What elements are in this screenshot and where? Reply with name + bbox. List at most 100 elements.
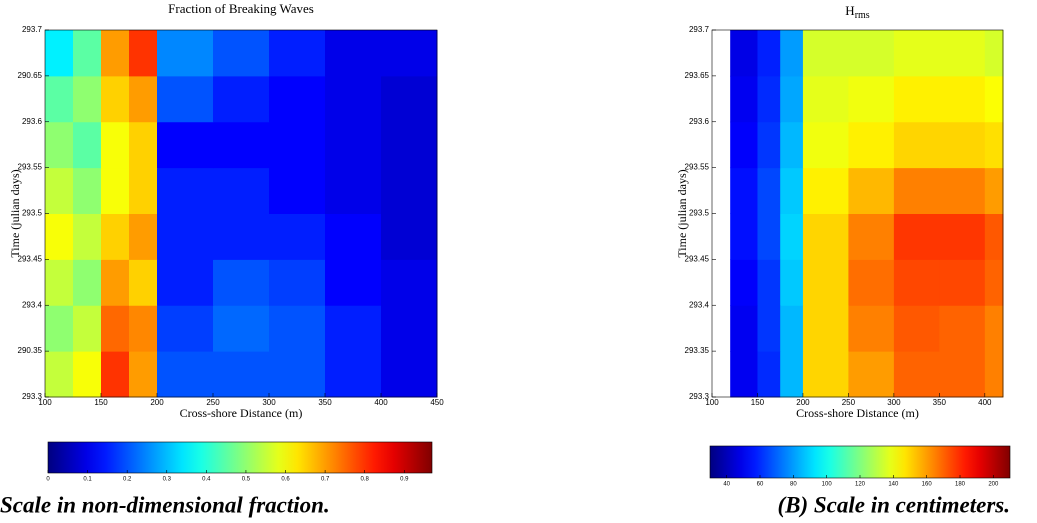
x-axis-label: Cross-shore Distance (m) xyxy=(796,406,919,420)
colorbar xyxy=(47,441,433,474)
heatmap-cell xyxy=(381,305,438,352)
heatmap-cell xyxy=(984,259,1004,306)
x-tick-label: 250 xyxy=(842,398,856,407)
heatmap-cell xyxy=(45,213,74,260)
heatmap-cell xyxy=(939,167,986,214)
heatmap-cell xyxy=(45,167,74,214)
y-tick-label: 293.4 xyxy=(689,300,710,309)
heatmap-cell xyxy=(757,121,781,169)
heatmap-cell xyxy=(73,167,102,214)
y-tick-label: 293.55 xyxy=(18,163,43,172)
heatmap-cell xyxy=(984,30,1004,77)
colorbar-tick-label: 0 xyxy=(46,477,50,483)
heatmap-cell xyxy=(939,305,986,352)
x-tick-label: 200 xyxy=(796,398,810,407)
caption: (B) Scale in centimeters. xyxy=(777,492,1010,517)
heatmap-cell xyxy=(381,75,438,123)
heatmap-cell xyxy=(730,121,758,169)
heatmap-cell xyxy=(45,351,74,398)
heatmap-cell xyxy=(269,213,326,260)
heatmap-cell xyxy=(73,305,102,352)
colorbar-tick-label: 120 xyxy=(855,482,866,488)
heatmap-cell xyxy=(802,121,849,169)
heatmap-cell xyxy=(939,351,986,398)
colorbar xyxy=(709,445,1011,479)
heatmap-cell xyxy=(73,121,102,169)
heatmap-cell xyxy=(269,351,326,398)
heatmap-cell xyxy=(325,75,382,123)
heatmap-cell xyxy=(213,351,270,398)
heatmap-cell xyxy=(45,259,74,306)
heatmap-cell xyxy=(780,259,804,306)
heatmap-cell xyxy=(848,75,895,123)
x-tick-label: 150 xyxy=(751,398,765,407)
heatmap-cell xyxy=(757,351,781,398)
heatmap-cell xyxy=(381,167,438,214)
heatmap-cell xyxy=(939,30,986,77)
heatmap-cell xyxy=(780,75,804,123)
heatmap-cell xyxy=(939,121,986,169)
x-tick-label: 150 xyxy=(94,398,108,407)
heatmap-cell xyxy=(101,121,130,169)
heatmap-cell xyxy=(802,167,849,214)
heatmap-cell xyxy=(780,305,804,352)
heatmap-cell xyxy=(73,75,102,123)
caption: Scale in non-dimensional fraction. xyxy=(0,492,330,517)
heatmap-cell xyxy=(730,259,758,306)
y-tick-label: 293.3 xyxy=(689,392,710,401)
heatmap-cell xyxy=(848,121,895,169)
heatmap-cell xyxy=(73,30,102,77)
heatmap-cell xyxy=(157,259,214,306)
colorbar-tick-label: 0.9 xyxy=(400,477,409,483)
x-tick-label: 200 xyxy=(150,398,164,407)
colorbar-tick-label: 100 xyxy=(822,482,833,488)
heatmap-cell xyxy=(129,167,158,214)
heatmap-cell xyxy=(101,259,130,306)
heatmap-cell xyxy=(213,30,270,77)
y-tick-label: 293.45 xyxy=(18,254,43,263)
heatmap-cell xyxy=(157,213,214,260)
heatmap-cell xyxy=(325,351,382,398)
heatmap-cell xyxy=(730,351,758,398)
heatmap-cell xyxy=(757,213,781,260)
y-tick-label: 293.7 xyxy=(22,25,43,34)
heatmap-cell xyxy=(848,305,895,352)
colorbar-tick-label: 160 xyxy=(922,482,933,488)
heatmap-cell xyxy=(893,121,940,169)
heatmap-cell xyxy=(101,167,130,214)
colorbar-tick-label: 200 xyxy=(988,482,999,488)
colorbar-tick-label: 0.1 xyxy=(83,477,92,483)
heatmap-cell xyxy=(73,213,102,260)
chart-title: Hrms xyxy=(845,3,869,21)
heatmap-cell xyxy=(893,30,940,77)
heatmap-cell xyxy=(129,213,158,260)
heatmap-cell xyxy=(213,167,270,214)
heatmap-cell xyxy=(893,351,940,398)
heatmap-cell xyxy=(269,259,326,306)
x-tick-label: 350 xyxy=(933,398,947,407)
heatmap-cell xyxy=(129,351,158,398)
heatmap-cell xyxy=(129,121,158,169)
x-tick-label: 450 xyxy=(430,398,444,407)
heatmap-cell xyxy=(848,213,895,260)
heatmap-cell xyxy=(381,351,438,398)
heatmap-cell xyxy=(45,75,74,123)
heatmap-cell xyxy=(101,213,130,260)
heatmap-cell xyxy=(213,121,270,169)
heatmap-cell xyxy=(802,305,849,352)
y-tick-label: 293.65 xyxy=(685,71,710,80)
heatmap-cell xyxy=(984,351,1004,398)
y-axis-label: Time (julian days) xyxy=(675,169,689,257)
colorbar-tick-label: 0.3 xyxy=(163,477,172,483)
x-axis-label: Cross-shore Distance (m) xyxy=(180,406,303,420)
title-main: H xyxy=(845,3,854,18)
y-tick-label: 293.35 xyxy=(685,346,710,355)
heatmap-cell xyxy=(325,121,382,169)
heatmap-cell xyxy=(939,75,986,123)
heatmap-cell xyxy=(325,259,382,306)
heatmap-cell xyxy=(984,305,1004,352)
heatmap-cell xyxy=(381,259,438,306)
heatmap-cell xyxy=(802,259,849,306)
y-tick-label: 293.6 xyxy=(22,117,43,126)
